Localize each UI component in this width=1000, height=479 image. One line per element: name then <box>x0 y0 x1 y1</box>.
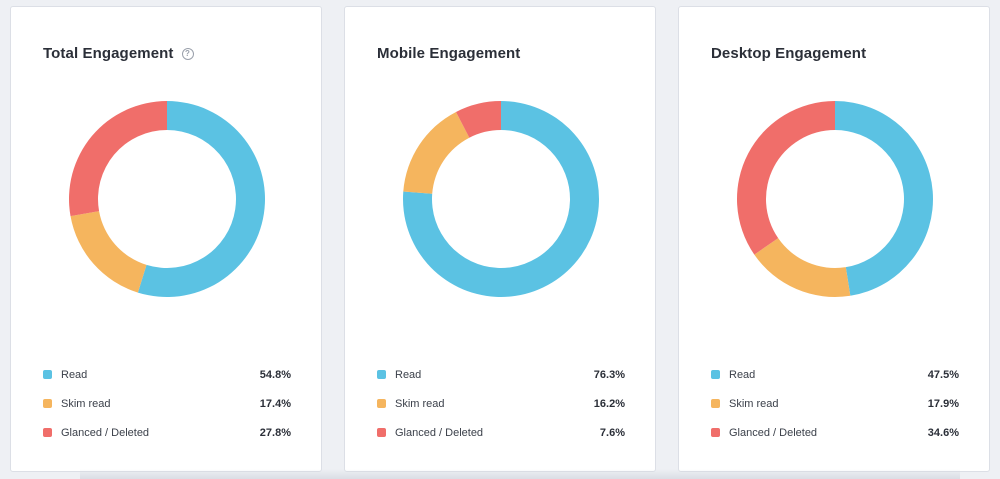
card-title: Desktop Engagement <box>711 45 866 62</box>
donut-slice-read[interactable] <box>137 101 265 297</box>
read-swatch <box>711 370 720 379</box>
legend-item-read: Read 76.3% <box>377 360 625 389</box>
legend-value: 76.3% <box>593 368 625 381</box>
glanced-deleted-swatch <box>43 428 52 437</box>
read-swatch <box>43 370 52 379</box>
legend-value: 34.6% <box>927 426 959 439</box>
legend-item-read: Read 47.5% <box>711 360 959 389</box>
legend-value: 47.5% <box>927 368 959 381</box>
legend-label: Skim read <box>395 397 445 410</box>
legend-label: Skim read <box>61 397 111 410</box>
total-engagement-card: Total Engagement ? Read 54.8% Skim read … <box>10 6 322 472</box>
total-engagement-legend: Read 54.8% Skim read 17.4% Glanced / Del… <box>43 360 291 447</box>
glanced-deleted-swatch <box>377 428 386 437</box>
legend-value: 16.2% <box>593 397 625 410</box>
mobile-engagement-card: Mobile Engagement Read 76.3% Skim read 1… <box>344 6 656 472</box>
legend-label: Skim read <box>729 397 779 410</box>
legend-item-glanced-deleted: Glanced / Deleted 27.8% <box>43 418 291 447</box>
legend-value: 27.8% <box>259 426 291 439</box>
donut-slice-read[interactable] <box>403 101 599 297</box>
legend-item-glanced-deleted: Glanced / Deleted 34.6% <box>711 418 959 447</box>
legend-item-skim-read: Skim read 17.4% <box>43 389 291 418</box>
total-engagement-donut <box>69 101 265 297</box>
legend-item-glanced-deleted: Glanced / Deleted 7.6% <box>377 418 625 447</box>
total-engagement-title: Total Engagement <box>43 45 174 62</box>
legend-label: Glanced / Deleted <box>61 426 150 439</box>
mobile-engagement-title: Mobile Engagement <box>377 45 521 62</box>
bottom-shadow <box>80 469 960 479</box>
legend-item-skim-read: Skim read 17.9% <box>711 389 959 418</box>
donut-slice-glanced-deleted[interactable] <box>737 101 835 255</box>
legend-label: Read <box>61 368 88 381</box>
legend-label: Glanced / Deleted <box>729 426 818 439</box>
legend-value: 54.8% <box>259 368 291 381</box>
legend-item-skim-read: Skim read 16.2% <box>377 389 625 418</box>
donut-slice-read[interactable] <box>835 101 933 296</box>
desktop-engagement-title: Desktop Engagement <box>711 45 867 62</box>
skim-read-swatch <box>43 399 52 408</box>
legend-value: 17.4% <box>259 397 291 410</box>
donut-slice-glanced-deleted[interactable] <box>456 101 501 138</box>
desktop-engagement-donut <box>737 101 933 297</box>
skim-read-swatch <box>711 399 720 408</box>
skim-read-swatch <box>377 399 386 408</box>
legend-label: Read <box>395 368 422 381</box>
desktop-engagement-legend: Read 47.5% Skim read 17.9% Glanced / Del… <box>711 360 959 447</box>
read-swatch <box>377 370 386 379</box>
card-title: Total Engagement ? <box>43 45 194 62</box>
legend-value: 17.9% <box>927 397 959 410</box>
card-title: Mobile Engagement <box>377 45 520 62</box>
donut-slice-skim-read[interactable] <box>70 211 147 293</box>
donut-slice-glanced-deleted[interactable] <box>69 101 167 217</box>
help-icon[interactable]: ? <box>181 47 194 60</box>
legend-item-read: Read 54.8% <box>43 360 291 389</box>
donut-slice-skim-read[interactable] <box>403 111 470 194</box>
legend-label: Glanced / Deleted <box>395 426 484 439</box>
mobile-engagement-legend: Read 76.3% Skim read 16.2% Glanced / Del… <box>377 360 625 447</box>
legend-label: Read <box>729 368 756 381</box>
glanced-deleted-swatch <box>711 428 720 437</box>
legend-value: 7.6% <box>599 426 625 439</box>
mobile-engagement-donut <box>403 101 599 297</box>
donut-slice-skim-read[interactable] <box>754 238 851 297</box>
desktop-engagement-card: Desktop Engagement Read 47.5% Skim read … <box>678 6 990 472</box>
